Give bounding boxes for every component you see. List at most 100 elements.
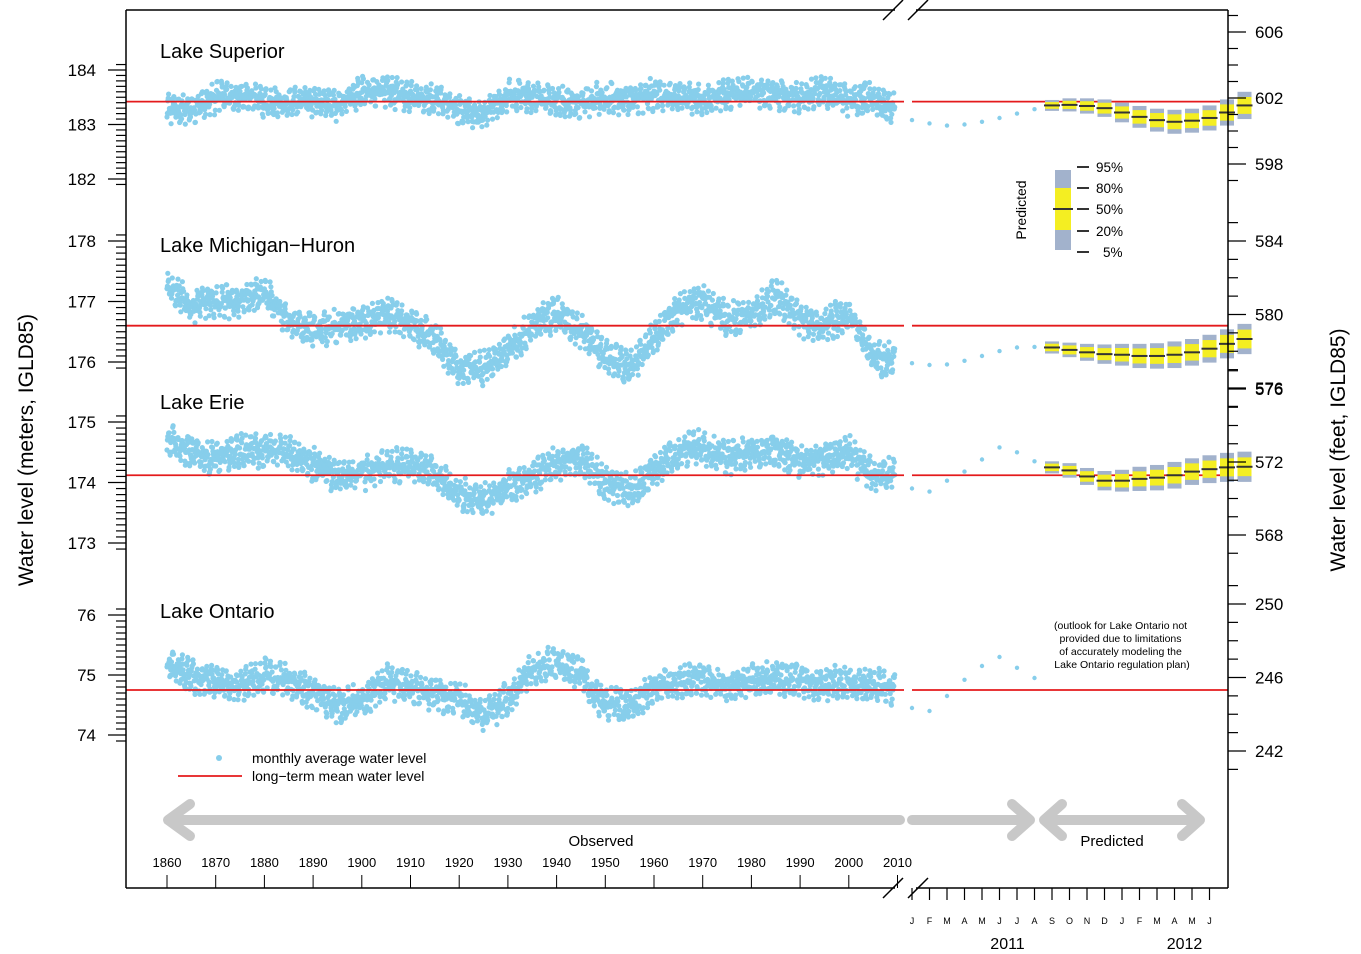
- p0-observed-point: [556, 86, 562, 92]
- p0-observed-point: [699, 112, 705, 118]
- p1-observed-point: [181, 288, 187, 294]
- p2-observed-point: [594, 462, 600, 468]
- p1-observed-point: [746, 299, 752, 305]
- p2-observed-point: [659, 477, 665, 483]
- p2-observed-point: [625, 503, 631, 509]
- p1-observed-point: [672, 296, 678, 302]
- p1-observed-point: [606, 370, 612, 376]
- p0-observed-point: [891, 90, 897, 96]
- p0-observed-point: [452, 102, 459, 108]
- p2-observed-point: [463, 481, 469, 487]
- p1-observed-point: [521, 314, 527, 320]
- p0-observed-point: [825, 105, 831, 111]
- p0-observed-point: [553, 112, 559, 118]
- p2-observed-point: [453, 477, 459, 483]
- p1-observed-point: [231, 312, 237, 318]
- p2-observed-point: [587, 480, 593, 486]
- p1-observed-point: [794, 297, 800, 303]
- p2-observed-point: [542, 477, 548, 483]
- p0-observed-point: [633, 87, 639, 93]
- p0-observed-point: [224, 80, 230, 86]
- p0-observed-point: [669, 106, 675, 112]
- p0-observed-point: [392, 106, 398, 113]
- p2-observed-point: [372, 483, 378, 489]
- p1-observed-point: [705, 288, 712, 294]
- p0-observed-point: [556, 89, 562, 95]
- p2-observed-point: [364, 457, 370, 463]
- p0-observed-point: [677, 81, 683, 87]
- p0-observed-point: [179, 116, 185, 122]
- p0-observed-point: [871, 86, 878, 92]
- p2-observed-point: [682, 434, 688, 440]
- p2-observed-point: [599, 461, 605, 467]
- p0-observed-point: [219, 84, 225, 90]
- p2-observed-point: [177, 453, 183, 459]
- p0-observed-point: [713, 105, 719, 111]
- p1-observed-point: [538, 331, 544, 337]
- p2-observed-point: [192, 460, 198, 466]
- p1-observed-point: [629, 371, 636, 378]
- p0-observed-point: [609, 80, 615, 87]
- p0-observed-point: [292, 89, 298, 95]
- p0-observed-point: [558, 106, 564, 112]
- p1-observed-point: [765, 293, 771, 299]
- p0-observed-point: [373, 103, 379, 109]
- p1-observed-point: [814, 312, 820, 318]
- p2-observed-point: [289, 467, 295, 473]
- p0-observed-point: [331, 87, 337, 93]
- p0-observed-point: [358, 95, 364, 101]
- p2-observed-point: [384, 448, 390, 455]
- p1-observed-point: [484, 376, 490, 382]
- p0-observed-point: [496, 91, 502, 97]
- p1-observed-point: [206, 313, 212, 319]
- p2-observed-point: [548, 476, 554, 482]
- p0-observed-point: [647, 75, 653, 82]
- p0-observed-point: [187, 114, 194, 120]
- p0-observed-point: [695, 87, 701, 93]
- p0-observed-point: [408, 83, 414, 89]
- p0-observed-point: [549, 85, 556, 92]
- p0-observed-point: [601, 106, 607, 112]
- p0-observed-point: [876, 86, 882, 92]
- p1-observed-point: [360, 304, 366, 310]
- p1-observed-point: [827, 302, 834, 308]
- p2-observed-point: [482, 480, 488, 486]
- p0-observed-point: [634, 104, 641, 110]
- p2-observed-point: [504, 494, 510, 500]
- p0-observed-point: [192, 119, 198, 125]
- p1-observed-point: [220, 285, 226, 291]
- p1-observed-point: [489, 366, 496, 372]
- p1-observed-point: [635, 372, 641, 378]
- p0-observed-point: [867, 86, 873, 92]
- p0-observed-point: [837, 88, 843, 94]
- p1-observed-point: [480, 383, 486, 389]
- p1-observed-point: [452, 346, 458, 352]
- p1-observed-point: [487, 353, 493, 359]
- p2-observed-point: [653, 454, 659, 460]
- p2-observed-point: [397, 479, 403, 485]
- p0-observed-point: [405, 92, 411, 98]
- p1-observed-point: [358, 331, 364, 337]
- p1-observed-point: [169, 275, 175, 281]
- p2-observed-point: [616, 499, 622, 505]
- p0-observed-point: [813, 75, 819, 81]
- p1-observed-point: [323, 330, 329, 336]
- p2-observed-point: [535, 454, 541, 460]
- p1-observed-point: [823, 306, 829, 312]
- p0-observed-point: [180, 92, 186, 98]
- p2-observed-point: [237, 445, 243, 451]
- p1-observed-point: [331, 306, 337, 312]
- p1-observed-point: [838, 301, 844, 307]
- p0-observed-point: [889, 111, 895, 117]
- p2-observed-point: [605, 497, 612, 503]
- p0-observed-point: [705, 82, 712, 88]
- p0-observed-point: [892, 104, 898, 110]
- p2-observed-point: [623, 469, 629, 475]
- p1-observed-point: [351, 306, 357, 312]
- p0-observed-point: [401, 108, 407, 114]
- p1-observed-point: [832, 298, 839, 305]
- p0-observed-point: [228, 83, 234, 89]
- p1-observed-point: [168, 295, 175, 301]
- p0-observed-point: [404, 81, 410, 87]
- p0-observed-point: [749, 79, 755, 85]
